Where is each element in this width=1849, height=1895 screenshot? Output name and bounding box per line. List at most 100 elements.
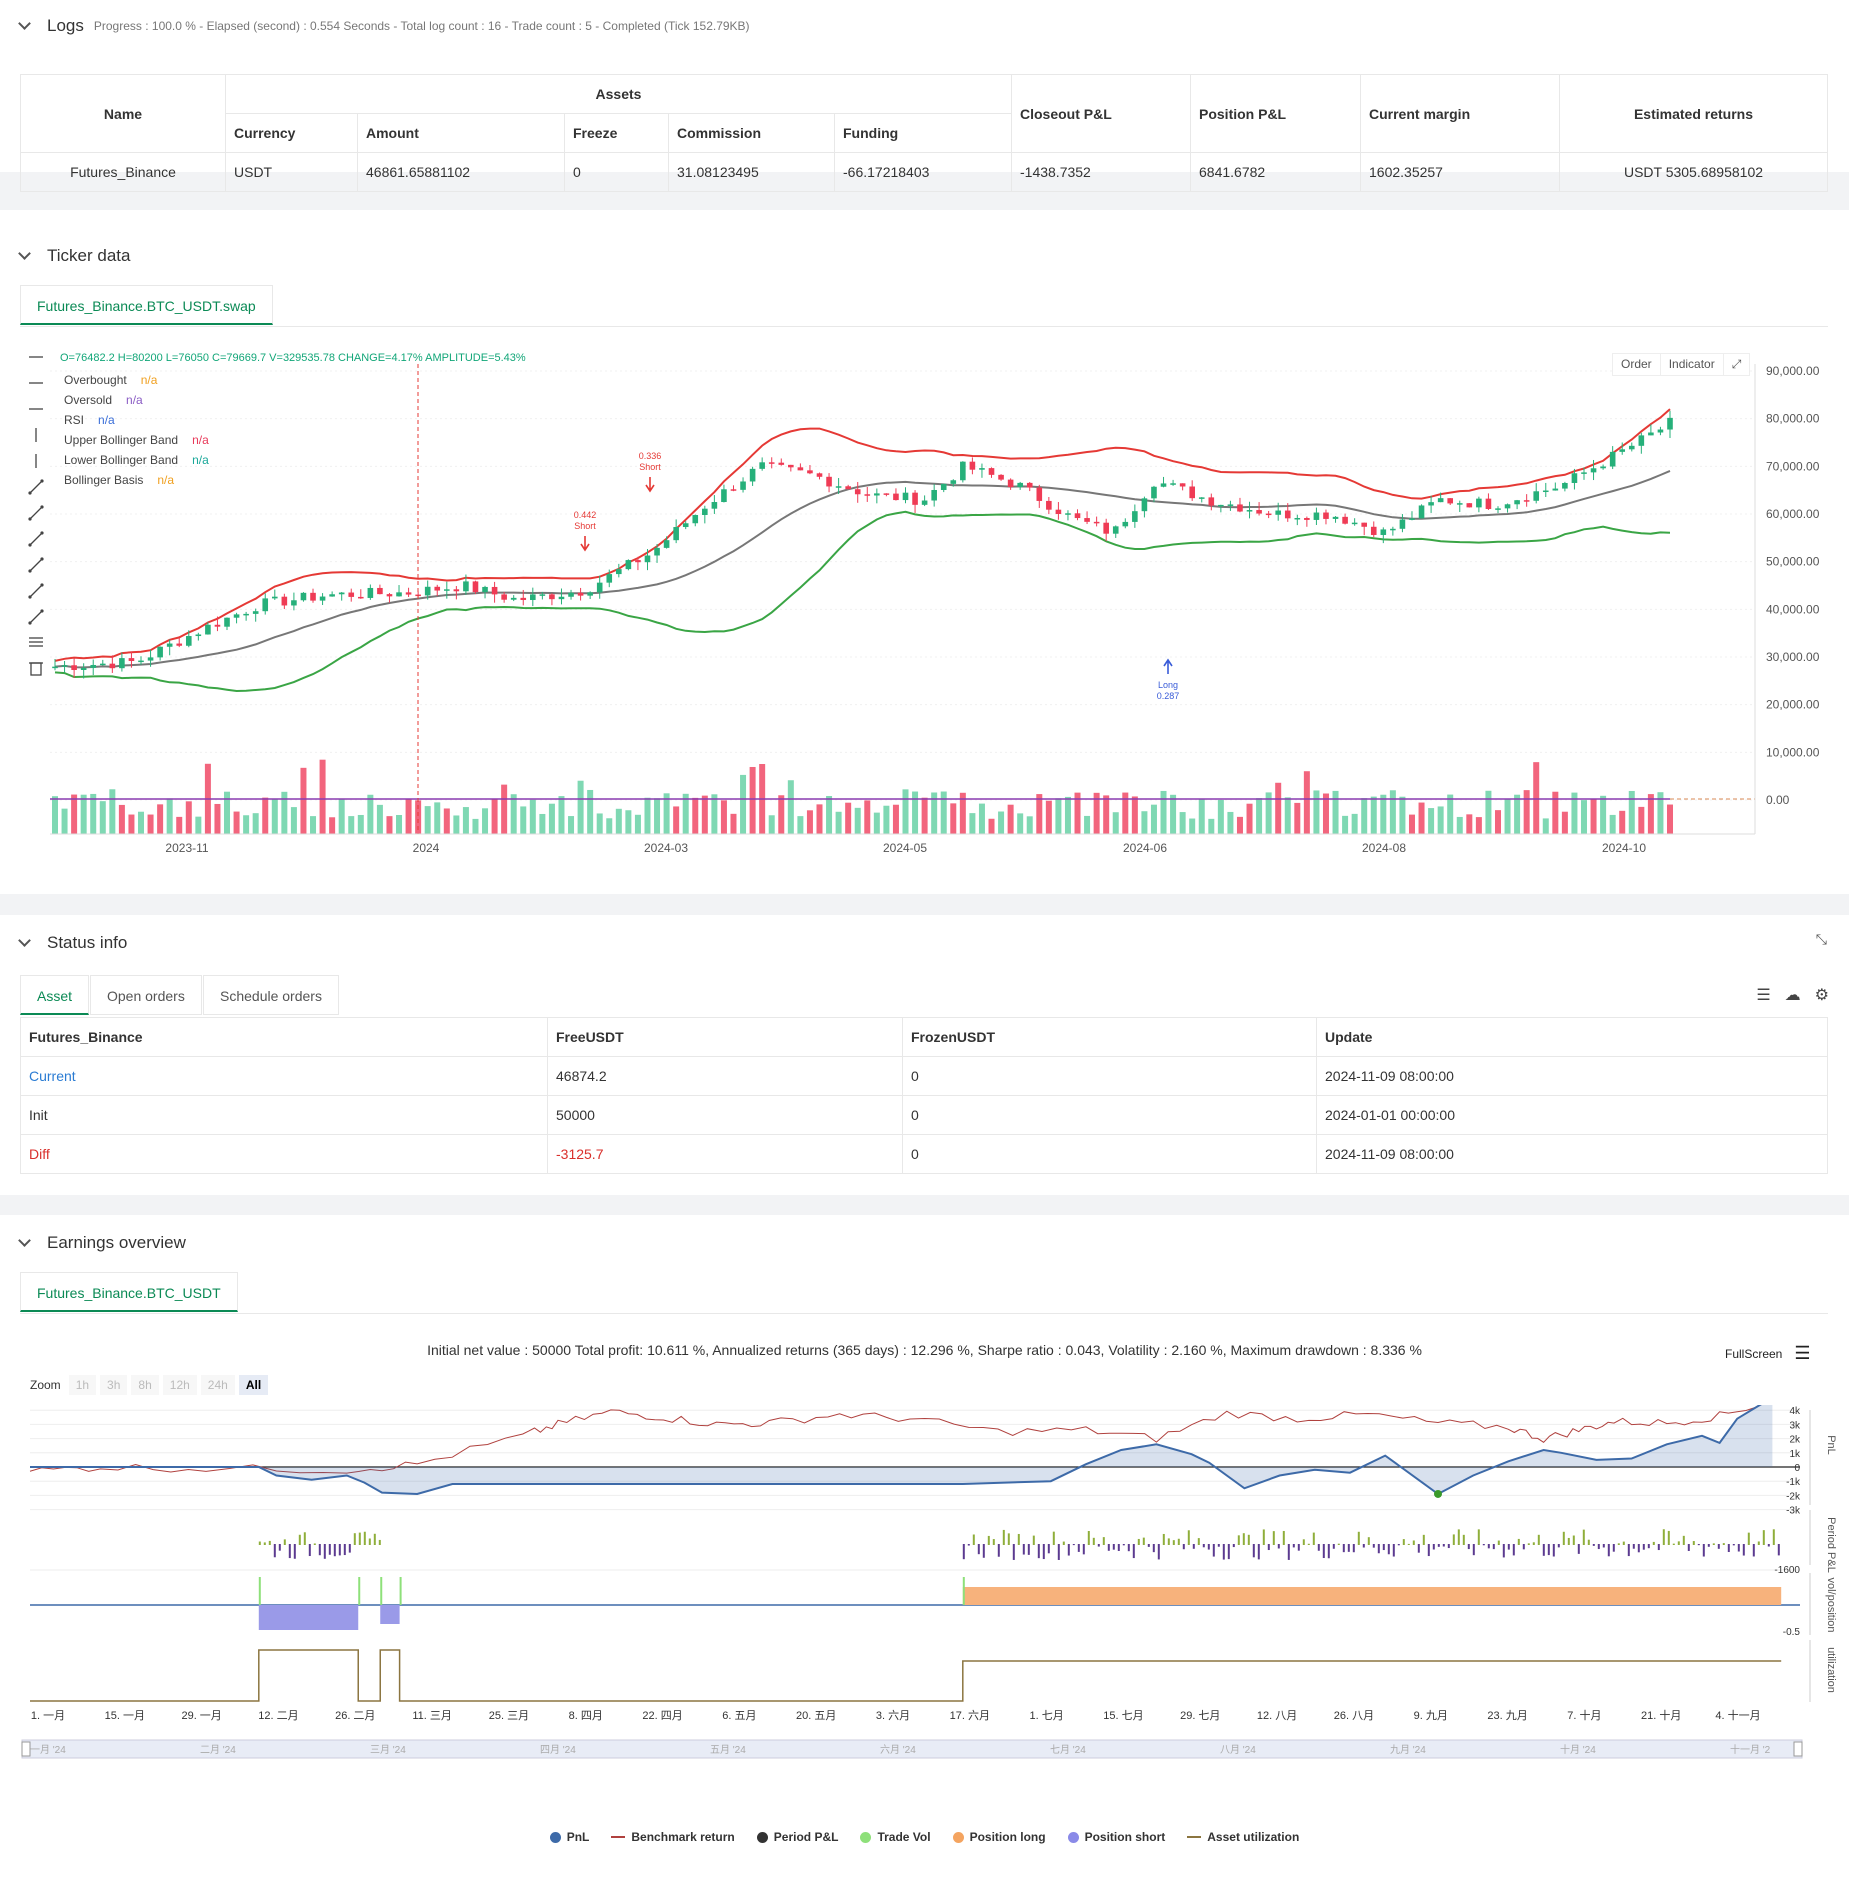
candle-body — [1571, 473, 1578, 483]
candle-body — [1198, 497, 1205, 499]
candle-body — [1342, 516, 1348, 524]
legend-item[interactable]: Bollinger Basis n/a — [64, 470, 209, 490]
cloud-icon[interactable]: ☁ — [1784, 987, 1801, 1004]
legend-item[interactable]: Trade Vol — [860, 1830, 931, 1844]
legend-marker-icon — [860, 1831, 872, 1843]
volume-bar — [1667, 804, 1673, 834]
period-bar — [1582, 1529, 1585, 1545]
tool-line — [29, 610, 43, 624]
period-bar — [1137, 1538, 1140, 1545]
candle-body — [90, 664, 97, 668]
legend-item[interactable]: Position short — [1067, 1830, 1165, 1844]
zoom-option-1h[interactable]: 1h — [68, 1375, 97, 1395]
chevron-down-icon[interactable] — [18, 247, 31, 260]
volume-bar — [998, 811, 1005, 834]
chart-buttons: Order Indicator ⤢ — [1612, 353, 1751, 376]
period-bar — [1207, 1544, 1210, 1550]
trash-icon[interactable] — [29, 662, 43, 676]
legend-item[interactable]: PnL — [549, 1830, 589, 1844]
period-bar — [1402, 1539, 1405, 1545]
zoom-option-24h[interactable]: 24h — [200, 1375, 235, 1395]
earnings-header[interactable]: Earnings overview — [18, 1233, 186, 1253]
gear-icon[interactable]: ⚙ — [1814, 987, 1829, 1004]
volume-bar — [357, 814, 364, 834]
pnl-tick: 2k — [1789, 1435, 1801, 1446]
trend-line-icon[interactable] — [28, 479, 44, 495]
tool-dot — [40, 557, 44, 561]
candle-body — [1600, 466, 1606, 469]
volume-bar — [1542, 818, 1549, 834]
candle-body — [969, 461, 976, 470]
col-frozen: FrozenUSDT — [902, 1017, 1317, 1057]
period-bar — [1502, 1544, 1505, 1558]
candle-body — [99, 663, 106, 666]
period-bar — [1487, 1544, 1490, 1549]
tab-asset[interactable]: Asset — [20, 975, 90, 1015]
status-header[interactable]: Status info — [18, 933, 127, 953]
trend-line-icon[interactable] — [28, 531, 44, 547]
period-bar — [1177, 1538, 1180, 1545]
period-bar — [1407, 1543, 1410, 1545]
cell: 0 — [564, 152, 669, 192]
volume-bar — [1256, 798, 1263, 834]
menu-icon[interactable]: ☰ — [1794, 1343, 1811, 1363]
text-icon[interactable] — [28, 557, 44, 573]
chevron-down-icon[interactable] — [18, 17, 31, 30]
volume-bar — [1332, 790, 1339, 834]
zoom-option-all[interactable]: All — [238, 1375, 269, 1395]
order-button[interactable]: Order — [1621, 357, 1652, 371]
volume-bar — [510, 794, 517, 834]
logs-header[interactable]: Logs Progress : 100.0 % - Elapsed (secon… — [18, 16, 750, 36]
tab-btc-usdt[interactable]: Futures_Binance.BTC_USDT — [20, 1272, 238, 1312]
collapse-icon[interactable]: ⤡ — [1815, 931, 1827, 947]
tab-btc-usdt-swap[interactable]: Futures_Binance.BTC_USDT.swap — [20, 285, 273, 325]
y-tick-label: 90,000.00 — [1766, 364, 1820, 378]
volume-bar — [1657, 792, 1664, 834]
layers-icon[interactable] — [29, 637, 43, 647]
zoom-option-3h[interactable]: 3h — [100, 1375, 128, 1395]
tab-open-orders[interactable]: Open orders — [90, 975, 202, 1015]
zoom-option-12h[interactable]: 12h — [162, 1375, 197, 1395]
chevron-down-icon[interactable] — [18, 1234, 31, 1247]
chevron-down-icon[interactable] — [18, 934, 31, 947]
volume-bar — [701, 795, 708, 834]
volume-bar — [1475, 817, 1482, 834]
indicator-button[interactable]: Indicator — [1659, 354, 1723, 375]
volume-bar — [176, 816, 183, 834]
row-label-current[interactable]: Current — [20, 1056, 548, 1096]
tab-schedule-orders[interactable]: Schedule orders — [203, 975, 339, 1015]
y-tick-label: 60,000.00 — [1766, 507, 1820, 521]
volume-bar — [921, 797, 928, 834]
legend-item[interactable]: RSI n/a — [64, 410, 209, 430]
volume-bar — [682, 793, 689, 834]
legend-item[interactable]: Upper Bollinger Band n/a — [64, 430, 209, 450]
ticker-header[interactable]: Ticker data — [18, 246, 130, 266]
x-tick-label: 20. 五月 — [796, 1710, 836, 1722]
period-bar — [962, 1544, 965, 1560]
period-bar — [298, 1534, 301, 1545]
navigator-left-handle[interactable] — [21, 1741, 31, 1757]
list-icon[interactable]: ☰ — [1756, 987, 1771, 1004]
expand-icon[interactable]: ⤢ — [1722, 354, 1750, 375]
legend-item[interactable]: Oversold n/a — [64, 390, 209, 410]
fib-icon[interactable] — [28, 609, 44, 625]
legend-item[interactable]: Lower Bollinger Band n/a — [64, 450, 209, 470]
legend-item[interactable]: Asset utilization — [1187, 1830, 1299, 1844]
legend-item[interactable]: Period P&L — [756, 1830, 838, 1844]
channel-icon[interactable] — [28, 583, 44, 599]
navigator-right-handle[interactable] — [1793, 1741, 1803, 1757]
volume-bar — [892, 804, 899, 834]
period-bar — [288, 1544, 291, 1559]
cell: -1438.7352 — [1011, 152, 1191, 192]
zoom-option-8h[interactable]: 8h — [131, 1375, 159, 1395]
trend-line-icon[interactable] — [28, 505, 44, 521]
volume-bar — [1275, 782, 1282, 834]
legend-item[interactable]: Benchmark return — [611, 1830, 735, 1844]
period-bar — [1297, 1544, 1300, 1551]
candle-body — [1122, 521, 1129, 527]
legend-item[interactable]: Overbought n/a — [64, 370, 209, 390]
fullscreen-button[interactable]: FullScreen ☰ — [1725, 1343, 1811, 1364]
legend-item[interactable]: Position long — [952, 1830, 1046, 1844]
